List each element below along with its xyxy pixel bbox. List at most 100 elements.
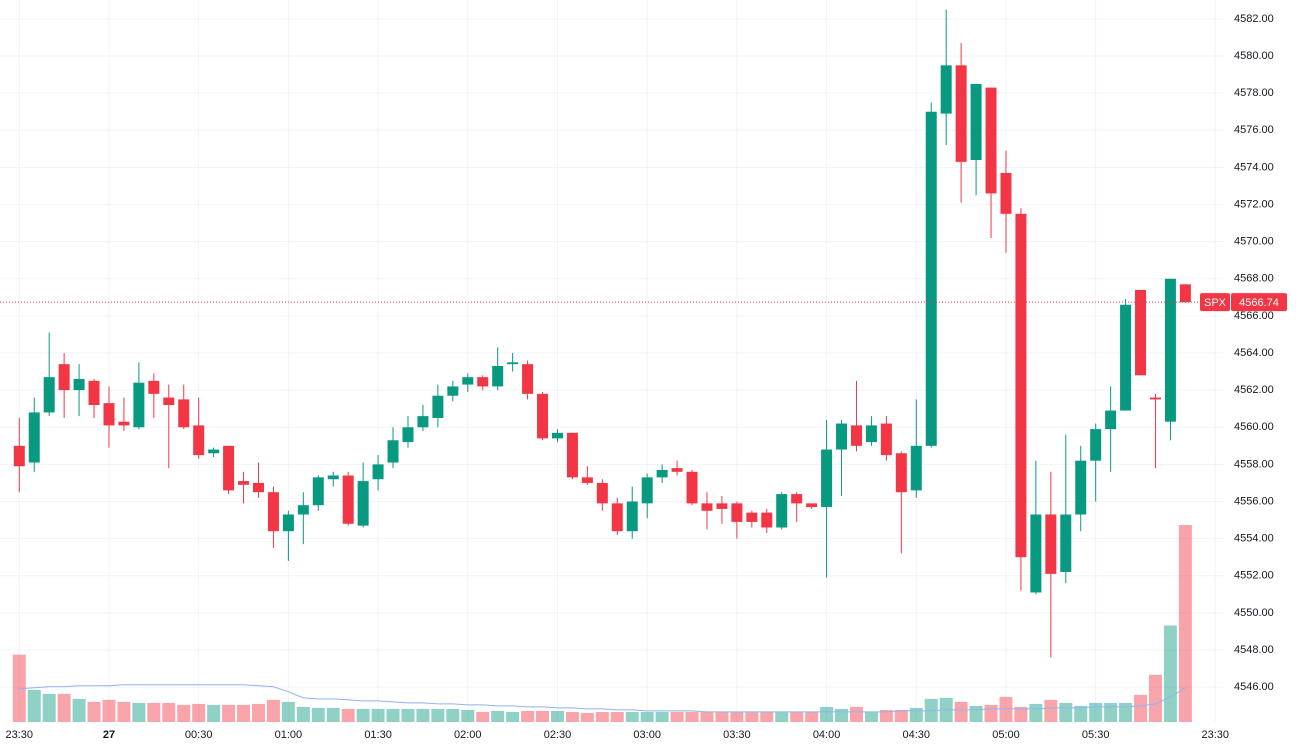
candle-body (1120, 304, 1132, 411)
candle-body (327, 475, 339, 480)
candle-body (1149, 397, 1161, 400)
x-tick-label: 02:30 (544, 729, 572, 741)
candle-body (641, 477, 653, 504)
candle-body (103, 403, 115, 426)
volume-bar (117, 701, 131, 722)
candle-body (1000, 172, 1012, 214)
candle-body (1105, 410, 1117, 430)
candle-body (148, 380, 160, 394)
candle-body (178, 399, 190, 428)
volume-bar (177, 704, 191, 722)
candle-body (1179, 284, 1191, 303)
candle-body (880, 423, 892, 456)
volume-bar (341, 708, 355, 722)
volume-bar (386, 708, 400, 722)
candle-body (73, 379, 85, 391)
volume-bar (625, 711, 639, 722)
volume-bar (446, 708, 460, 722)
y-tick-label: 4560.00 (1234, 421, 1274, 433)
x-tick-label: 04:00 (813, 729, 841, 741)
candle-body (522, 364, 534, 394)
candle-body (791, 494, 803, 504)
candle-body (895, 453, 907, 493)
x-tick-label: 03:30 (723, 729, 751, 741)
volume-bar (745, 711, 759, 722)
x-tick-label: 03:00 (633, 729, 661, 741)
y-tick-label: 4572.00 (1234, 198, 1274, 210)
y-tick-label: 4550.00 (1234, 607, 1274, 619)
volume-bar (237, 704, 251, 722)
candle-body (432, 395, 444, 418)
candle-body (970, 83, 982, 160)
candle-body (1060, 514, 1072, 573)
candle-body (686, 471, 698, 504)
y-tick-label: 4556.00 (1234, 495, 1274, 507)
volume-bar (550, 710, 564, 722)
volume-bar (715, 711, 729, 722)
y-tick-label: 4564.00 (1234, 347, 1274, 359)
volume-bar (27, 689, 41, 722)
volume-bar (461, 709, 475, 722)
volume-bar (1074, 705, 1088, 722)
volume-bar (1044, 699, 1058, 722)
y-tick-label: 4562.00 (1234, 384, 1274, 396)
candle-body (447, 386, 459, 396)
candle-body (118, 421, 130, 426)
x-tick-label: 00:30 (185, 729, 213, 741)
volume-bar (565, 711, 579, 722)
candle-body (746, 512, 758, 522)
volume-bar (147, 702, 161, 722)
candle-body (537, 393, 549, 439)
volume-bar (416, 708, 430, 722)
volume-bar (296, 706, 310, 722)
candle-body (671, 468, 683, 472)
candle-body (297, 505, 309, 515)
volume-bar (266, 699, 280, 722)
candle-body (836, 423, 848, 450)
volume-bar (790, 711, 804, 722)
candle-body (761, 512, 773, 528)
x-tick-label: 23:30 (1202, 729, 1230, 741)
volume-bar (102, 699, 116, 722)
candle-body (1135, 289, 1147, 376)
candle-body (193, 425, 205, 456)
candle-body (865, 425, 877, 443)
candle-body (1164, 278, 1176, 422)
candle-body (1090, 429, 1102, 461)
candle-body (551, 432, 563, 439)
candle-body (821, 449, 833, 508)
volume-bar (670, 711, 684, 722)
y-tick-label: 4566.00 (1234, 310, 1274, 322)
y-tick-label: 4552.00 (1234, 570, 1274, 582)
volume-bar (192, 703, 206, 722)
candle-body (656, 469, 668, 478)
symbol-label: SPX (1204, 297, 1227, 309)
volume-bar (536, 710, 550, 722)
x-tick-label: 04:30 (903, 729, 931, 741)
y-tick-label: 4568.00 (1234, 273, 1274, 285)
candle-body (507, 362, 519, 365)
candle-body (88, 380, 100, 405)
volume-bar (281, 701, 295, 722)
x-tick-label: 05:00 (992, 729, 1020, 741)
volume-bar (655, 711, 669, 722)
volume-bar (909, 707, 923, 722)
candle-body (312, 477, 324, 506)
volume-bar (491, 710, 505, 722)
volume-bar (685, 711, 699, 722)
volume-bar (1104, 702, 1118, 722)
candle-body (581, 477, 593, 483)
candle-body (850, 425, 862, 446)
volume-bar (251, 703, 265, 722)
volume-bar (72, 698, 86, 722)
volume-bar (760, 711, 774, 722)
candle-body (611, 503, 623, 532)
candle-body (716, 503, 728, 509)
volume-bar (954, 701, 968, 722)
candle-body (701, 503, 713, 511)
volume-bar (401, 708, 415, 722)
candle-body (58, 364, 70, 391)
candle-body (342, 475, 354, 524)
volume-bar (984, 704, 998, 722)
candle-body (985, 87, 997, 194)
